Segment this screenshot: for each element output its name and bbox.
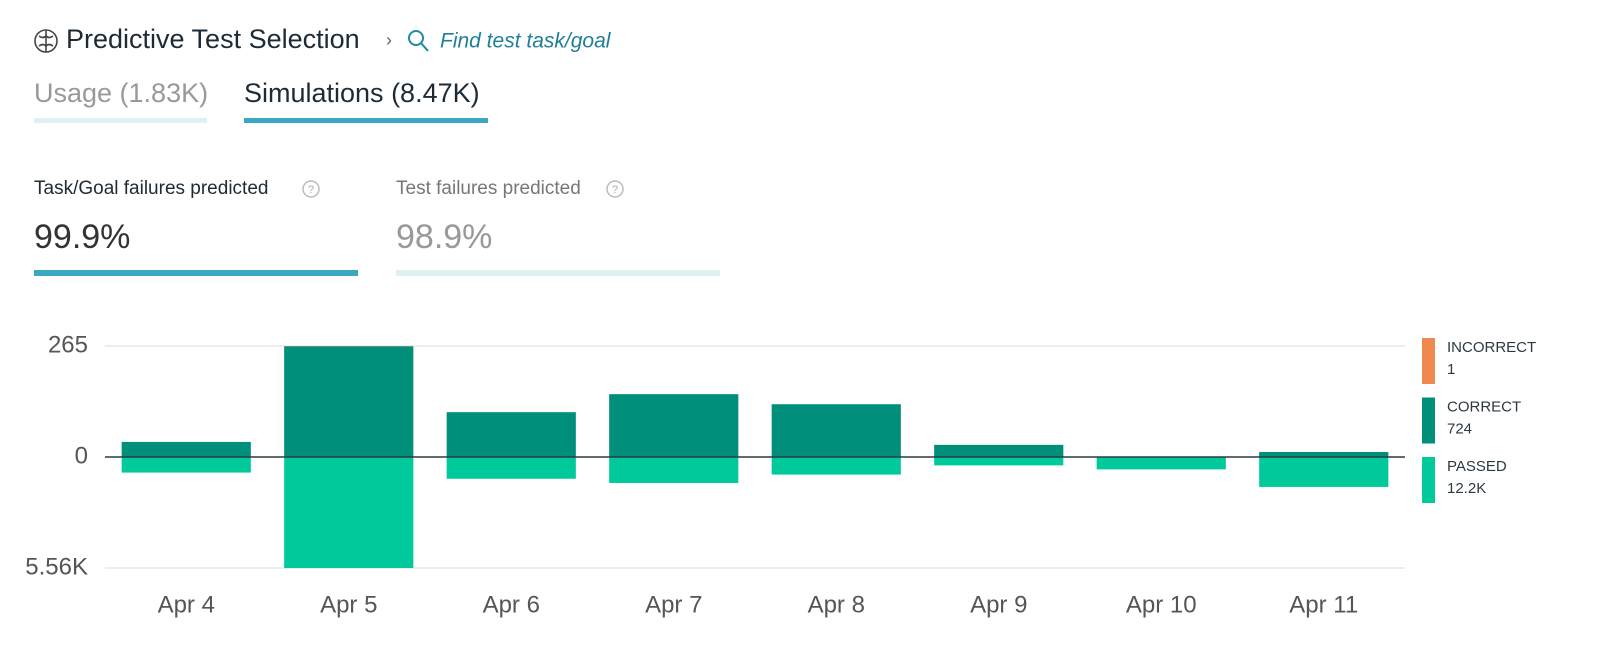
x-tick-label: Apr 10 — [1126, 591, 1197, 618]
legend-swatch — [1422, 338, 1435, 384]
bar-segment — [284, 346, 414, 457]
bar-segment — [1259, 457, 1389, 487]
y-tick-label: 0 — [75, 442, 88, 469]
metrics: Task/Goal failures predicted ? 99.9% Tes… — [34, 178, 720, 276]
svg-text:?: ? — [612, 184, 618, 196]
legend-name: INCORRECT — [1447, 339, 1536, 356]
bar-segment — [1096, 457, 1226, 470]
bar-segment — [121, 457, 251, 473]
tab-underline — [244, 118, 488, 123]
chart: 0 265 5.56K Apr 4 Apr 5 Apr 6 Apr 7 Apr 8 Apr 9 A… — [25, 331, 1536, 618]
bar-segment — [121, 441, 251, 457]
tab-label[interactable]: Simulations (8.47K) — [244, 78, 480, 108]
legend-swatch — [1422, 397, 1435, 444]
metric-underline — [396, 270, 720, 276]
bar-segment — [446, 412, 576, 457]
metric-value: 98.9% — [396, 218, 492, 256]
bar-segment — [284, 457, 414, 568]
bar-segment — [446, 457, 576, 479]
bar-segment — [771, 404, 901, 457]
metric-label[interactable]: Task/Goal failures predicted — [34, 178, 268, 199]
breadcrumb-separator: › — [386, 30, 392, 50]
legend-total: 1 — [1447, 361, 1455, 378]
x-tick-label: Apr 5 — [320, 591, 377, 618]
x-tick-label: Apr 11 — [1289, 591, 1358, 618]
x-tick-label: Apr 7 — [645, 591, 702, 618]
y-tick-label: 265 — [48, 331, 88, 358]
tab-label[interactable]: Usage (1.83K) — [34, 78, 208, 108]
tab-underline — [34, 118, 207, 123]
bar-segment — [934, 457, 1064, 466]
page-title: Predictive Test Selection — [66, 24, 360, 54]
svg-text:?: ? — [308, 184, 314, 196]
help-icon[interactable]: ? — [302, 180, 320, 198]
legend-name: CORRECT — [1447, 398, 1521, 415]
bar-segment — [609, 394, 739, 457]
tabs: Usage (1.83K) Simulations (8.47K) — [34, 78, 488, 123]
x-tick-label: Apr 8 — [808, 591, 865, 618]
y-tick-label: 5.56K — [25, 553, 88, 580]
x-tick-label: Apr 9 — [970, 591, 1027, 618]
brain-icon — [34, 29, 58, 53]
x-tick-label: Apr 4 — [158, 591, 215, 618]
legend-name: PASSED — [1447, 458, 1507, 475]
legend-total: 12.2K — [1447, 480, 1486, 497]
bar-segment — [1259, 451, 1389, 457]
bar-segment — [771, 457, 901, 475]
bar-segment — [609, 457, 739, 483]
legend-swatch — [1422, 457, 1435, 503]
metric-label[interactable]: Test failures predicted — [396, 178, 581, 199]
search-icon[interactable] — [408, 30, 429, 52]
legend-total: 724 — [1447, 420, 1472, 437]
bar-segment — [934, 444, 1064, 457]
search-link[interactable]: Find test task/goal — [440, 30, 612, 53]
x-tick-label: Apr 6 — [483, 591, 540, 618]
help-icon[interactable]: ? — [606, 180, 624, 198]
metric-underline — [34, 270, 358, 276]
metric-value: 99.9% — [34, 218, 130, 256]
